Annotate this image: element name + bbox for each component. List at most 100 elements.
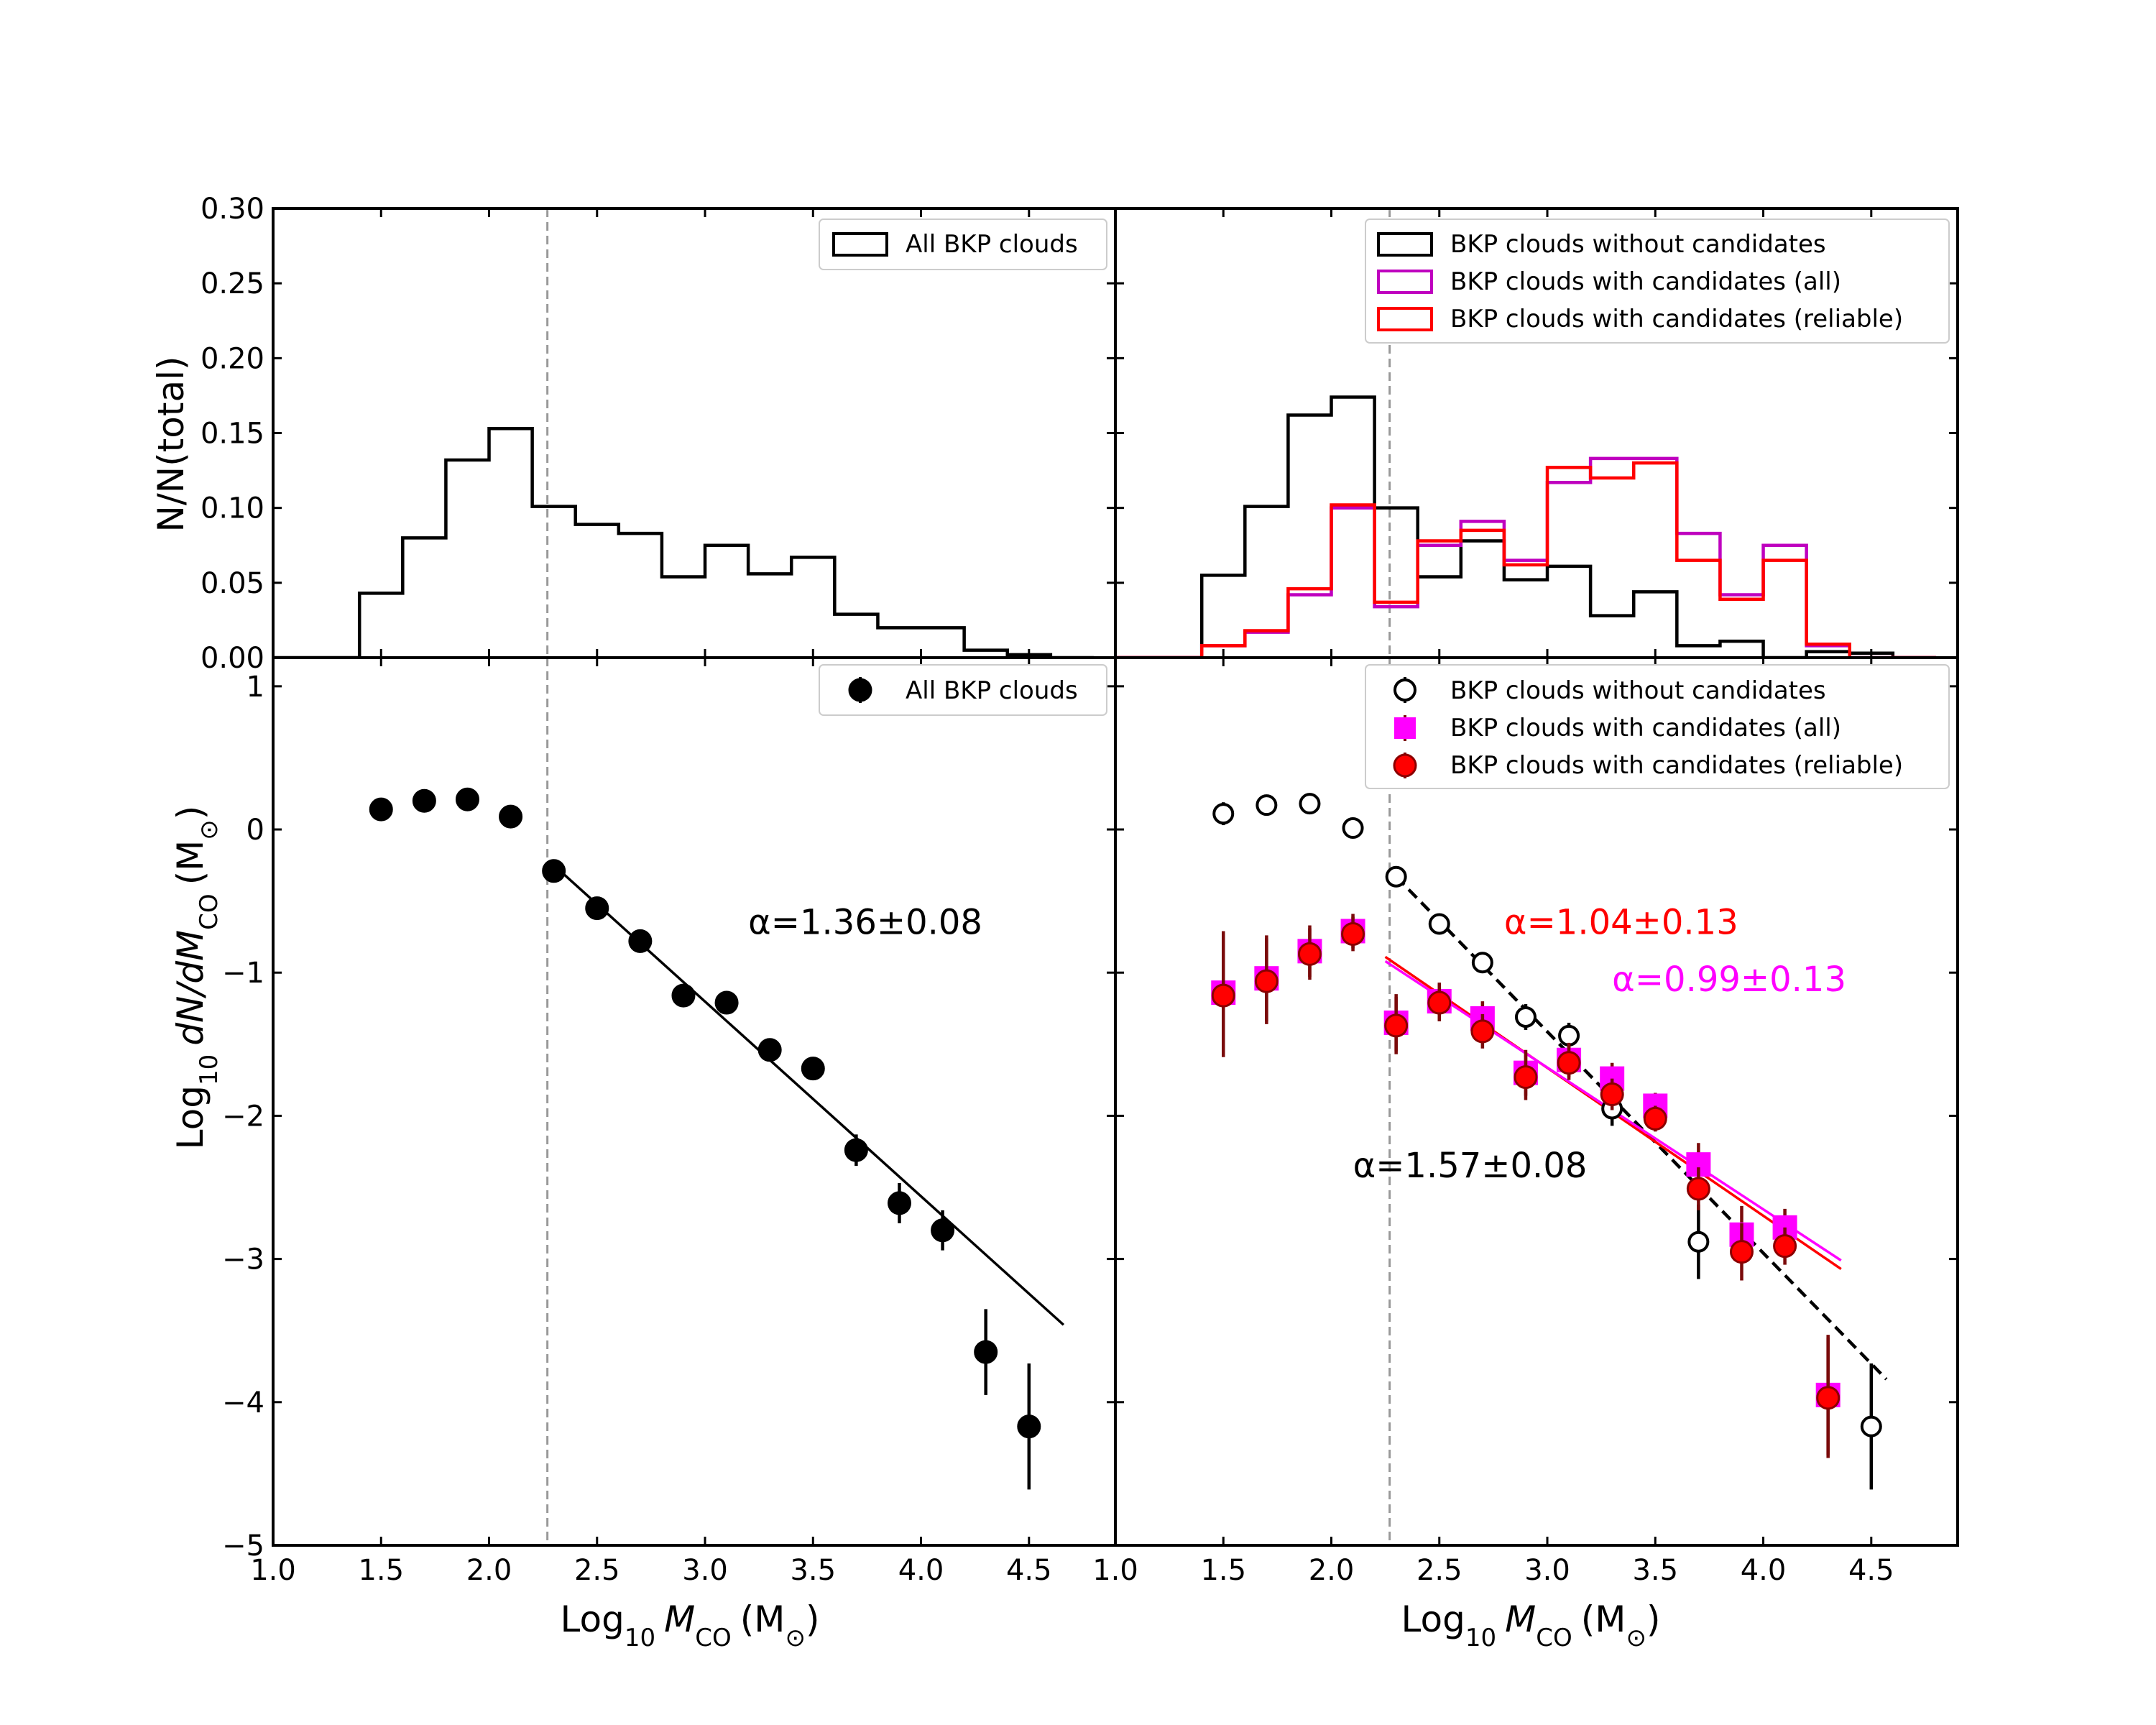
br-xlabel-log: Log: [1401, 1598, 1465, 1640]
tl-ytick-label-3: 0.15: [201, 418, 264, 451]
bl-annotation-0: α=1.36±0.08: [748, 902, 982, 942]
br-annotation-0: α=1.04±0.13: [1504, 902, 1738, 942]
br-legend-label-2: BKP clouds with candidates (reliable): [1450, 751, 1903, 780]
br-data-area: [1211, 658, 1888, 1545]
tr-histogram-series-0: [1115, 395, 1936, 658]
bl-xtick-label-4: 3.0: [682, 1554, 728, 1587]
br-xlabel-var: M: [1505, 1598, 1536, 1640]
bl-ylabel-unit-sub: ⊙: [195, 819, 224, 840]
br-series-2-point-13: [1773, 1234, 1797, 1259]
tr-legend-label-2: BKP clouds with candidates (reliable): [1450, 305, 1903, 334]
bl-ylabel-log: Log: [170, 1085, 211, 1149]
br-xlabel-unit-sub: ⊙: [1626, 1624, 1646, 1652]
br-series-2-point-14: [1816, 1386, 1841, 1410]
br-legend-label-0: BKP clouds without candidates: [1450, 676, 1826, 705]
br-series-2-point-7: [1514, 1065, 1538, 1090]
br-axes-frame: [1114, 656, 1959, 1547]
bl-plot-layer: α=1.36±0.08 1.0 1.5 2.0 2.5 3.0 3.5 4.0 4.5 −5 −4 −…: [222, 656, 1117, 1587]
br-xlabel-var-sub: CO: [1536, 1624, 1572, 1652]
bl-legend-box: [819, 664, 1107, 716]
bl-xlabel-log-sub: 10: [625, 1624, 655, 1652]
bl-legend: All BKP clouds: [819, 664, 1107, 716]
br-series-2-point-9: [1600, 1082, 1624, 1107]
br-xlabel-unit: (M: [1581, 1598, 1626, 1640]
bl-series-0-point-9: [757, 1038, 782, 1062]
br-xtick-label-1: 1.5: [1200, 1554, 1246, 1587]
br-series-2-point-12: [1729, 1240, 1754, 1264]
bl-series-0-point-14: [974, 1340, 998, 1364]
tr-data-area: [1115, 208, 1936, 658]
br-series-0-point-6: [1471, 952, 1493, 974]
bl-xlabel-log: Log: [561, 1598, 625, 1640]
bl-xtick-label-7: 4.5: [1006, 1554, 1052, 1587]
bl-series-0-point-2: [455, 787, 479, 811]
br-xtick-label-6: 4.0: [1741, 1554, 1787, 1587]
br-series-0-point-2: [1299, 793, 1321, 815]
bl-ylabel-unit: (M: [170, 840, 211, 886]
br-legend: BKP clouds without candidates BKP clouds…: [1365, 664, 1950, 789]
bl-series-0-point-6: [628, 929, 653, 953]
bl-series-0-point-11: [844, 1138, 868, 1162]
bl-series-0-point-1: [412, 788, 436, 813]
bl-legend-handle-marker: [848, 678, 872, 702]
tr-legend: BKP clouds without candidates BKP clouds…: [1365, 218, 1950, 344]
bl-ytick-label-4: −1: [222, 957, 264, 990]
br-series-2-point-2: [1297, 942, 1322, 966]
br-series-2-point-4: [1384, 1013, 1409, 1038]
br-series-2-point-11: [1686, 1177, 1710, 1201]
bl-ylabel: Log10 dN/dMCO (M⊙): [170, 806, 224, 1150]
bl-series-0-point-0: [369, 797, 393, 822]
bl-ytick-label-3: −2: [222, 1100, 264, 1133]
tl-ytick-label-5: 0.25: [201, 267, 264, 300]
tl-ylabel: N/N(total): [150, 356, 192, 533]
bl-ytick-label-5: 0: [247, 814, 264, 847]
tl-ytick-label-4: 0.20: [201, 342, 264, 375]
panel-bottom-left-scatter: α=1.36±0.08 1.0 1.5 2.0 2.5 3.0 3.5 4.0 4.5 −5 −4 −…: [170, 656, 1117, 1652]
bl-xtick-label-3: 2.5: [574, 1554, 620, 1587]
tr-legend-label-1: BKP clouds with candidates (all): [1450, 267, 1841, 296]
tr-legend-label-0: BKP clouds without candidates: [1450, 230, 1826, 259]
tr-legend-handle-2: [1377, 307, 1433, 331]
bl-xlabel: Log10 MCO (M⊙): [561, 1598, 820, 1652]
bl-series-0-point-3: [499, 804, 523, 829]
tl-legend-label-0: All BKP clouds: [906, 230, 1078, 259]
tl-histogram-series-0: [273, 427, 1094, 658]
bl-ytick-label-1: −4: [222, 1386, 264, 1420]
bl-ylabel-close: ): [170, 806, 211, 820]
bl-xlabel-close: ): [806, 1598, 820, 1640]
br-series-2-point-5: [1427, 990, 1452, 1015]
br-series-0-point-11: [1860, 1415, 1882, 1438]
bl-ylabel-expr-sub: CO: [195, 893, 224, 930]
br-xtick-label-0: 1.0: [1092, 1554, 1138, 1587]
bl-series-0-point-12: [887, 1191, 911, 1215]
br-series-0-point-3: [1342, 817, 1364, 840]
tl-data-area: [273, 208, 1094, 658]
br-series-0-point-10: [1687, 1230, 1710, 1253]
bl-series-0-point-4: [542, 859, 566, 883]
tl-legend-box: [819, 218, 1107, 270]
br-legend-label-1: BKP clouds with candidates (all): [1450, 714, 1841, 742]
bl-series-0-point-15: [1017, 1414, 1041, 1439]
bl-ytick-label-0: −5: [222, 1530, 264, 1563]
tl-ytick-label-0: 0.00: [201, 642, 264, 675]
bl-xlabel-var-sub: CO: [695, 1624, 732, 1652]
bl-series-0-point-13: [931, 1218, 955, 1243]
br-xtick-label-4: 3.0: [1524, 1554, 1570, 1587]
bl-xtick-label-6: 4.0: [898, 1554, 944, 1587]
br-series-2-point-0: [1211, 983, 1235, 1008]
bl-ytick-label-6: 1: [247, 671, 264, 704]
bl-xlabel-unit-sub: ⊙: [785, 1624, 806, 1652]
br-series-0-point-8: [1558, 1024, 1580, 1046]
br-series-0-point-5: [1428, 913, 1450, 935]
bl-series-0-point-10: [801, 1057, 825, 1081]
bl-xtick-label-2: 2.0: [466, 1554, 512, 1587]
tr-legend-handle-0: [1377, 232, 1433, 257]
br-annotation-1: α=0.99±0.13: [1612, 960, 1846, 1000]
bl-series-0-point-7: [671, 983, 696, 1008]
br-legend-box: [1365, 664, 1950, 789]
bl-xtick-label-5: 3.5: [790, 1554, 836, 1587]
br-series-2-point-8: [1557, 1051, 1581, 1075]
br-series-0-point-0: [1212, 803, 1235, 825]
bl-series-0-point-5: [585, 896, 609, 921]
br-annotation-2: α=1.57±0.08: [1353, 1146, 1588, 1186]
